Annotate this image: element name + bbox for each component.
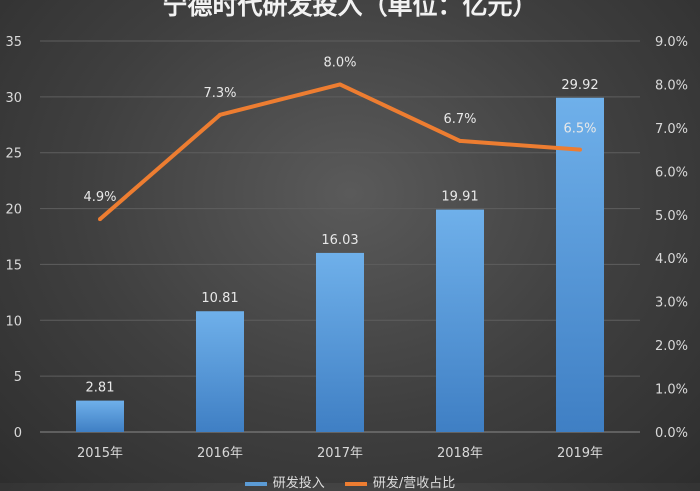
line-data-label: 6.7%: [443, 112, 476, 127]
x-tick-label: 2017年: [317, 446, 363, 461]
bar-data-label: 16.03: [321, 233, 358, 248]
x-tick-label: 2018年: [437, 446, 483, 461]
y2-tick-label: 4.0%: [655, 252, 688, 267]
x-tick-label: 2016年: [197, 446, 243, 461]
y-tick-label: 0: [14, 426, 22, 441]
y2-tick-label: 1.0%: [655, 383, 688, 398]
legend: 研发投入 研发/营收占比: [0, 472, 700, 491]
line-point: [578, 147, 582, 152]
legend-line: 研发/营收占比: [344, 476, 455, 491]
y-tick-label: 15: [5, 258, 22, 273]
line-point: [218, 112, 222, 117]
y-tick-label: 5: [14, 370, 22, 385]
legend-bar: 研发投入: [244, 476, 325, 491]
bar: [76, 400, 124, 432]
bar: [436, 209, 484, 432]
y2-tick-label: 3.0%: [655, 296, 688, 311]
bar: [316, 252, 364, 432]
y-tick-label: 35: [5, 35, 22, 50]
y2-tick-label: 2.0%: [655, 339, 688, 354]
y2-tick-label: 0.0%: [655, 426, 688, 441]
line-point: [98, 217, 102, 222]
line-data-label: 8.0%: [323, 55, 356, 70]
y-tick-label: 10: [5, 314, 22, 329]
y2-tick-label: 6.0%: [655, 165, 688, 180]
bar-data-label: 19.91: [441, 190, 478, 205]
line-data-label: 4.9%: [83, 190, 116, 205]
y-tick-label: 25: [5, 147, 22, 162]
bar-data-label: 29.92: [561, 78, 598, 93]
bar-data-label: 2.81: [86, 381, 115, 396]
y-tick-label: 30: [5, 91, 22, 106]
line-point: [458, 138, 462, 143]
chart-title: 宁德时代研发投入（单位：亿元）: [162, 0, 538, 20]
y2-tick-label: 7.0%: [655, 122, 688, 137]
y-tick-label: 20: [5, 203, 22, 218]
line-point: [338, 82, 342, 87]
y2-tick-label: 8.0%: [655, 78, 688, 93]
y2-tick-label: 9.0%: [655, 35, 688, 50]
bar: [196, 311, 244, 432]
y2-tick-label: 5.0%: [655, 209, 688, 224]
line-data-label: 7.3%: [203, 86, 236, 101]
x-tick-label: 2019年: [557, 446, 603, 461]
line-series: [98, 82, 581, 221]
bar: [556, 97, 604, 432]
x-tick-label: 2015年: [77, 446, 123, 461]
line-data-label: 6.5%: [563, 122, 596, 137]
bar-data-label: 10.81: [201, 291, 238, 306]
